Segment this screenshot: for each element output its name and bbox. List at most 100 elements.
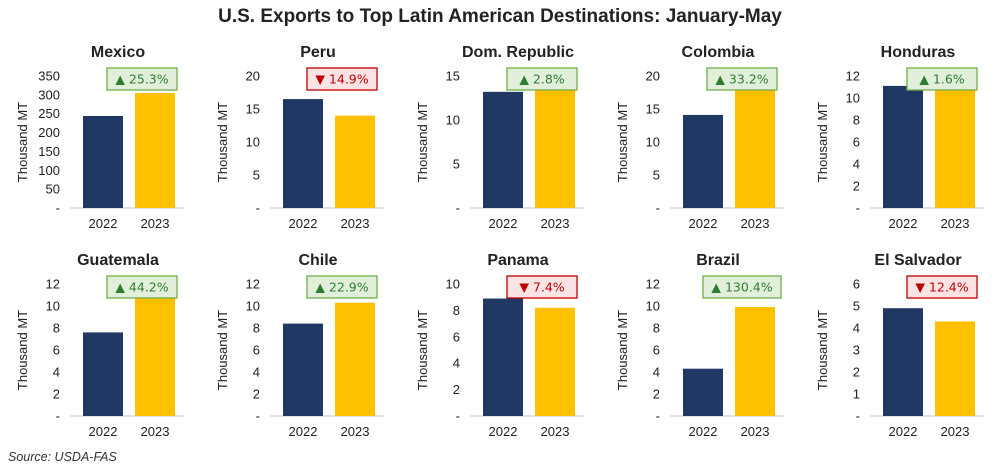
chart-svg: Panama Thousand MT - 2 4 6 8 10 2022 2023 ▼ 7.4% [415,252,584,439]
bar-2023 [735,307,775,416]
chart-svg: Honduras Thousand MT - 2 4 6 8 10 12 2022 2023 ▲ 1.… [815,44,984,231]
panel-title: Mexico [91,44,145,61]
bar-2023 [535,88,575,208]
chart-svg: Guatemala Thousand MT - 2 4 6 8 10 12 2022 2023 ▲ 4… [15,252,184,439]
y-tick-label: 10 [246,135,260,150]
change-badge [306,275,378,299]
y-axis-label: Thousand MT [215,102,230,182]
change-badge [506,275,578,299]
chart-svg: Colombia Thousand MT - 5 10 15 20 2022 2023 ▲ 33.… [615,44,784,231]
small-multiples-grid: Mexico Thousand MT - 50 100 150 200 250 300 350 20… [0,36,1000,456]
y-tick-label: 10 [246,299,260,314]
panel-el-salvador: El Salvador Thousand MT - 1 2 3 4 5 6 2022 2023 ▼ 1… [800,244,998,448]
y-tick-label: 5 [653,168,660,183]
bar-2022 [283,99,323,208]
x-tick-label: 2022 [889,424,918,439]
bar-2022 [483,298,523,416]
y-tick-label: 2 [253,387,260,402]
y-tick-label: 12 [646,277,660,292]
y-tick-label: 6 [653,343,660,358]
panel-honduras: Honduras Thousand MT - 2 4 6 8 10 12 2022 2023 ▲ 1.… [800,36,998,240]
x-tick-label: 2022 [489,424,518,439]
y-tick-label: 15 [446,69,460,84]
y-tick-label: - [656,409,660,424]
x-tick-label: 2023 [541,424,570,439]
x-tick-label: 2023 [741,216,770,231]
x-tick-label: 2023 [541,216,570,231]
change-badge [702,275,782,299]
chart-svg: Brazil Thousand MT - 2 4 6 8 10 12 2022 2023 ▲ 130.… [615,252,784,439]
panel-chile: Chile Thousand MT - 2 4 6 8 10 12 2022 2023 ▲ 22.9% [200,244,398,448]
y-tick-label: 1 [853,387,860,402]
panel-colombia: Colombia Thousand MT - 5 10 15 20 2022 2023 ▲ 33.… [600,36,798,240]
y-tick-label: 4 [53,365,60,380]
y-tick-label: 5 [253,168,260,183]
bar-2023 [335,115,375,208]
y-tick-label: 4 [253,365,260,380]
bar-2022 [883,308,923,416]
bar-2022 [683,114,723,208]
y-tick-label: - [56,409,60,424]
panel-panama: Panama Thousand MT - 2 4 6 8 10 2022 2023 ▼ 7.4% [400,244,598,448]
y-tick-label: 8 [853,113,860,128]
y-tick-label: 10 [646,135,660,150]
y-tick-label: 2 [53,387,60,402]
y-axis-label: Thousand MT [815,310,830,390]
y-tick-label: 150 [38,144,60,159]
bar-2022 [83,115,123,208]
x-tick-label: 2022 [289,216,318,231]
change-badge [106,67,178,91]
panel-title: Colombia [682,44,755,61]
bar-2022 [83,332,123,416]
y-axis-label: Thousand MT [815,102,830,182]
change-badge-label: ▲ 33.2% [715,72,768,87]
y-tick-label: - [856,201,860,216]
panel-mexico: Mexico Thousand MT - 50 100 150 200 250 300 350 20… [0,36,198,240]
change-badge-label: ▲ 1.6% [919,72,964,87]
y-tick-label: 2 [653,387,660,402]
bar-2022 [283,323,323,416]
y-tick-label: 10 [646,299,660,314]
panel-title: Dom. Republic [462,44,574,61]
change-badge-label: ▼ 14.9% [315,72,368,87]
y-tick-label: 6 [253,343,260,358]
change-badge [306,67,378,91]
x-tick-label: 2023 [141,216,170,231]
panel-title: Chile [298,252,337,269]
y-tick-label: 250 [38,106,60,121]
y-tick-label: 50 [46,182,60,197]
bar-2022 [683,368,723,416]
y-axis-label: Thousand MT [15,102,30,182]
source-note: Source: USDA-FAS [8,450,117,464]
x-tick-label: 2023 [941,424,970,439]
y-tick-label: 100 [38,163,60,178]
y-tick-label: - [856,409,860,424]
y-tick-label: - [56,201,60,216]
y-tick-label: 4 [853,321,860,336]
change-badge-label: ▲ 130.4% [711,280,772,295]
y-tick-label: 12 [46,277,60,292]
y-tick-label: 2 [853,365,860,380]
bar-2023 [735,83,775,208]
chart-svg: Peru Thousand MT - 5 10 15 20 2022 2023 ▼ 14.9% [215,44,384,231]
change-badge [906,275,978,299]
y-tick-label: 8 [453,303,460,318]
chart-svg: El Salvador Thousand MT - 1 2 3 4 5 6 2022 2023 ▼ 1… [815,252,984,439]
y-tick-label: 4 [653,365,660,380]
x-tick-label: 2023 [941,216,970,231]
y-axis-label: Thousand MT [615,102,630,182]
change-badge [906,67,978,91]
change-badge-label: ▼ 12.4% [915,280,968,295]
y-tick-label: 20 [646,69,660,84]
panel-title: Honduras [881,44,956,61]
x-tick-label: 2023 [741,424,770,439]
y-tick-label: 2 [453,382,460,397]
y-tick-label: 5 [853,299,860,314]
y-tick-label: 10 [446,113,460,128]
y-tick-label: 15 [646,102,660,117]
panel-title: Panama [487,252,548,269]
x-tick-label: 2022 [689,216,718,231]
y-tick-label: 300 [38,87,60,102]
y-tick-label: 8 [53,321,60,336]
x-tick-label: 2022 [289,424,318,439]
